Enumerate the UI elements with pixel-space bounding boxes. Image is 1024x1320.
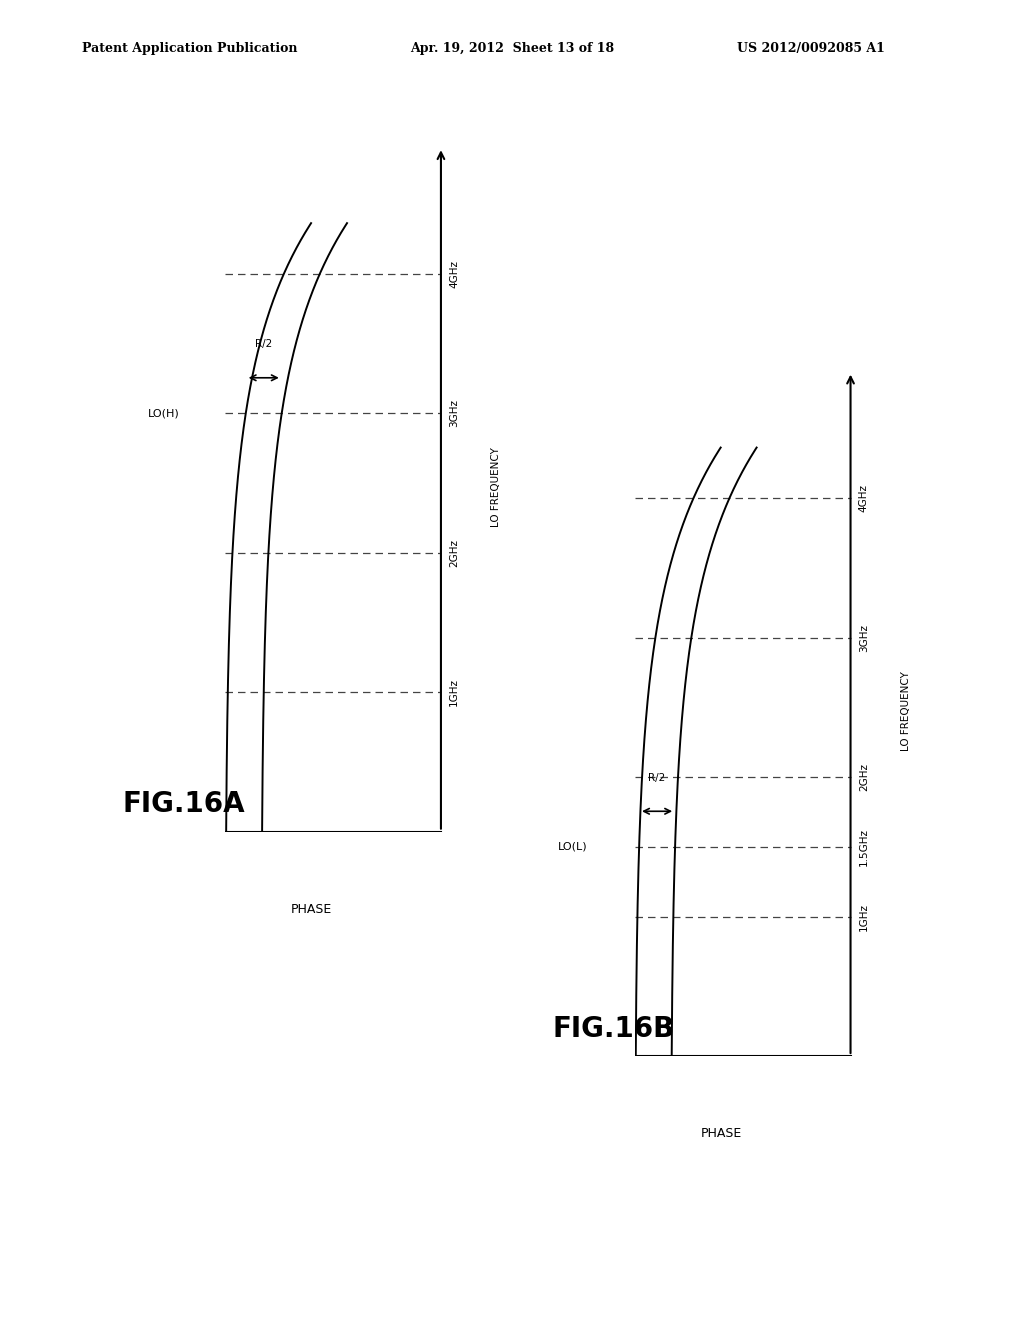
Text: 3GHz: 3GHz [859, 624, 868, 652]
Text: PHASE: PHASE [291, 903, 332, 916]
Text: LO FREQUENCY: LO FREQUENCY [901, 671, 910, 751]
Text: FIG.16A: FIG.16A [123, 791, 246, 818]
Text: Patent Application Publication: Patent Application Publication [82, 42, 297, 55]
Text: Apr. 19, 2012  Sheet 13 of 18: Apr. 19, 2012 Sheet 13 of 18 [410, 42, 613, 55]
Text: LO FREQUENCY: LO FREQUENCY [492, 446, 501, 527]
Text: 1GHz: 1GHz [450, 678, 459, 706]
Text: PHASE: PHASE [700, 1127, 741, 1140]
Text: FIG.16B: FIG.16B [553, 1015, 675, 1043]
Text: 4GHz: 4GHz [450, 260, 459, 288]
Text: 3GHz: 3GHz [450, 400, 459, 428]
Text: 1GHz: 1GHz [859, 903, 868, 931]
Text: LO(L): LO(L) [557, 842, 587, 851]
Text: 4GHz: 4GHz [859, 484, 868, 512]
Text: R/2: R/2 [648, 772, 666, 783]
Text: R/2: R/2 [255, 339, 272, 350]
Text: US 2012/0092085 A1: US 2012/0092085 A1 [737, 42, 885, 55]
Text: LO(H): LO(H) [147, 408, 179, 418]
Text: 2GHz: 2GHz [859, 763, 868, 791]
Text: 1.5GHz: 1.5GHz [859, 828, 868, 866]
Text: 2GHz: 2GHz [450, 539, 459, 566]
